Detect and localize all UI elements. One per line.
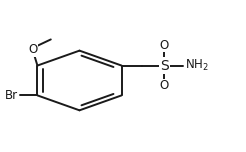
Text: O: O	[159, 39, 169, 52]
Text: O: O	[159, 79, 169, 92]
Text: Br: Br	[5, 89, 18, 102]
Text: NH$_2$: NH$_2$	[185, 58, 209, 73]
Text: O: O	[28, 43, 37, 56]
Text: S: S	[160, 59, 169, 73]
